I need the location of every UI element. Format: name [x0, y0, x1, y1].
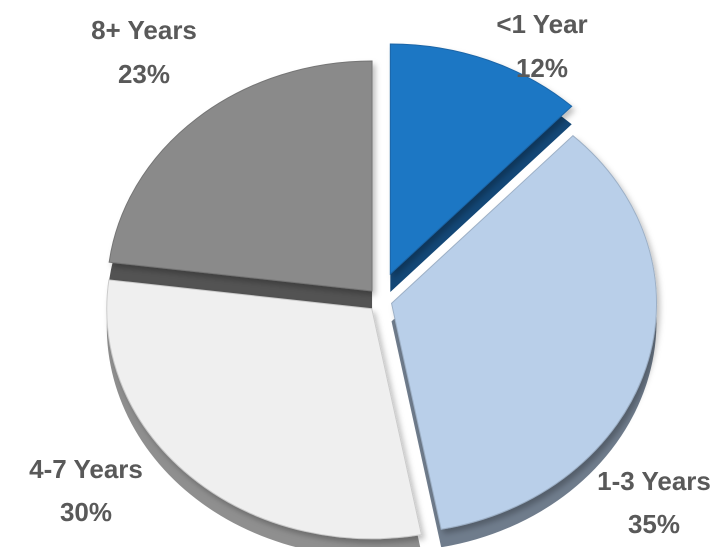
slice-name-label-1: 1-3 Years	[597, 466, 711, 496]
slice-value-label-2: 30%	[60, 497, 112, 527]
slice-value-label-1: 35%	[628, 509, 680, 539]
slice-name-label-0: <1 Year	[496, 9, 587, 39]
slice-labels: <1 Year 12% 1-3 Years 35% 4-7 Years 30% …	[29, 9, 711, 539]
pie-slice-2	[106, 279, 423, 540]
slice-value-label-3: 23%	[118, 59, 170, 89]
pie-slices	[106, 43, 658, 547]
slice-name-label-2: 4-7 Years	[29, 454, 143, 484]
pie-slice-1	[390, 135, 658, 530]
slice-value-label-0: 12%	[516, 53, 568, 83]
pie-slice-3	[108, 60, 373, 292]
slice-name-label-3: 8+ Years	[91, 15, 197, 45]
pie-slice-0	[389, 43, 573, 276]
